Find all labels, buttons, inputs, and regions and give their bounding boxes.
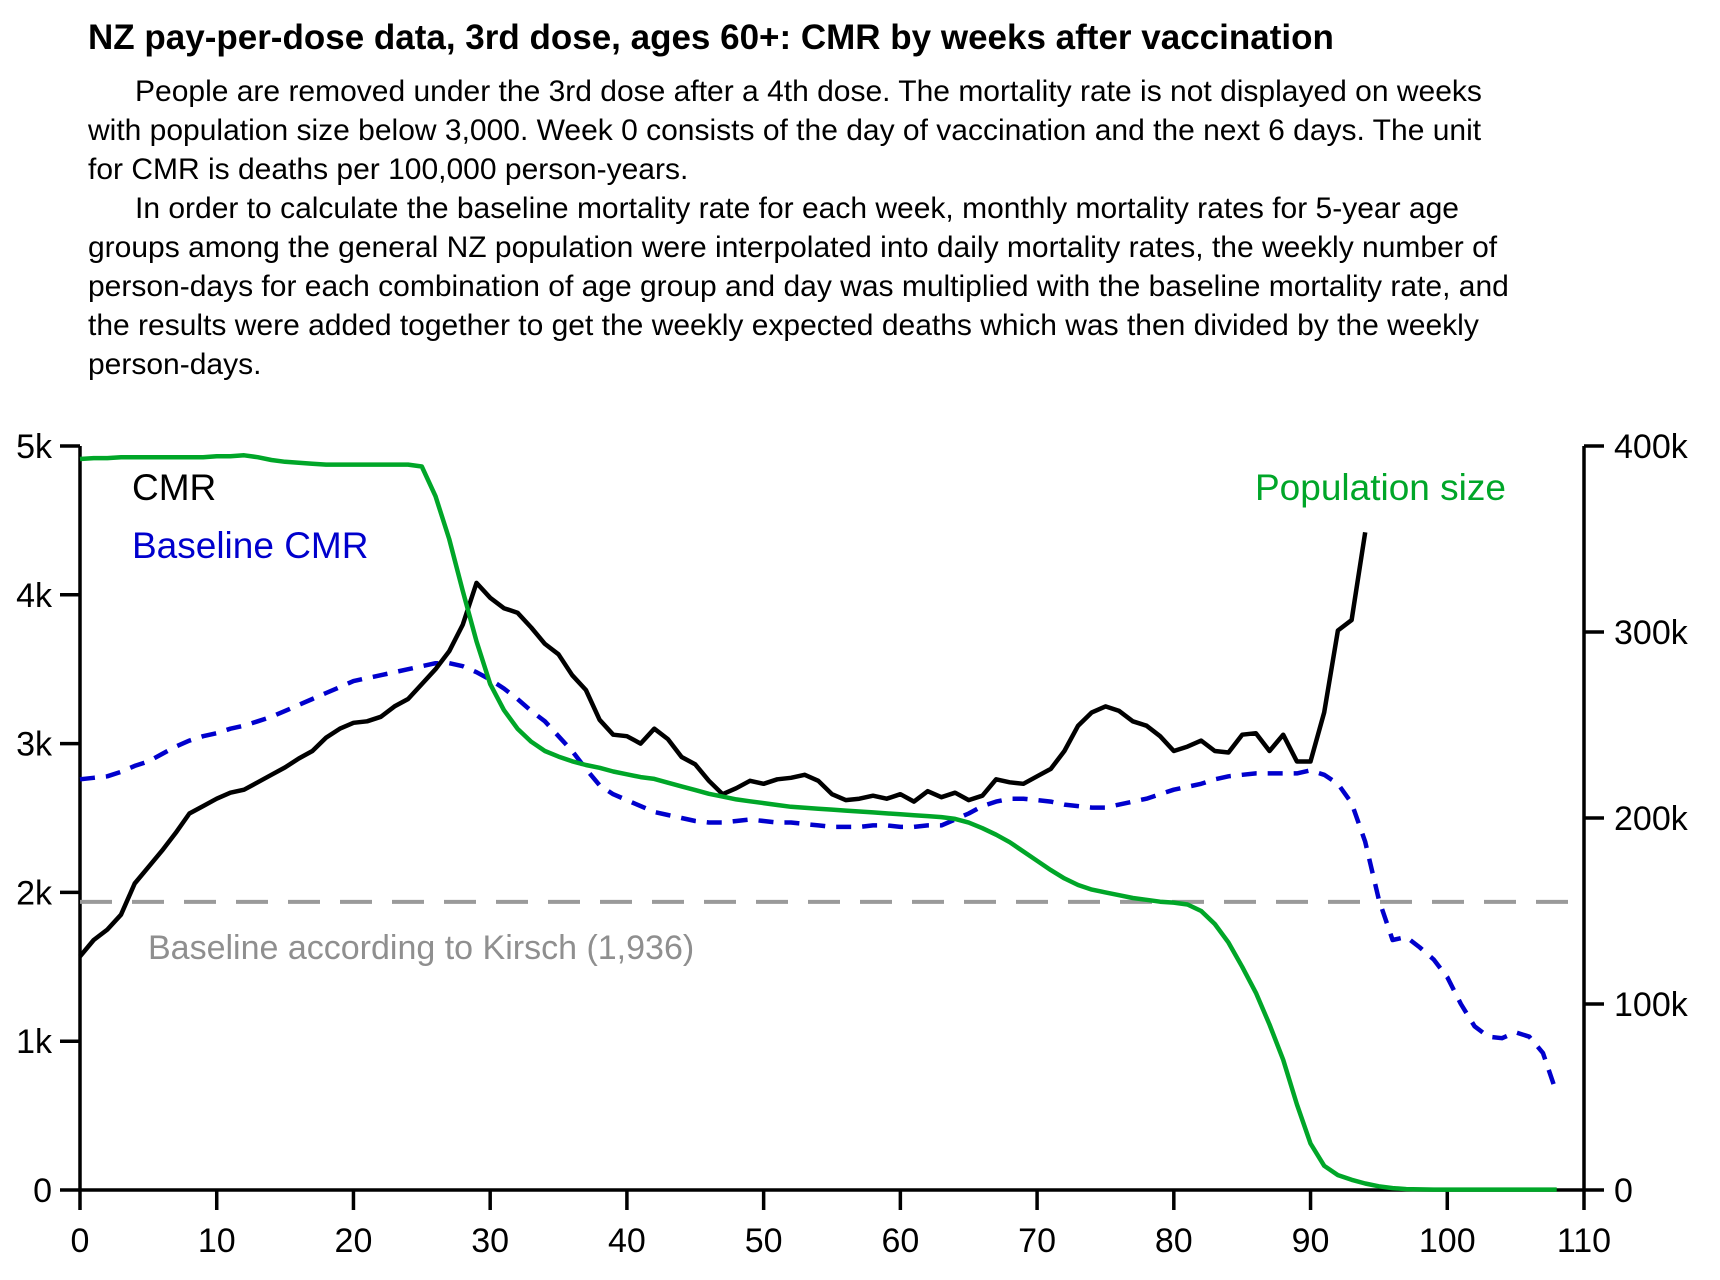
x-axis-label-20: 20: [335, 1222, 373, 1260]
x-axis-label-100: 100: [1419, 1222, 1476, 1260]
cmr-line: [78, 531, 1368, 958]
x-axis-label-110: 110: [1557, 1222, 1611, 1260]
cmr-chart-svg: 0 1k 2k 3k 4k 5k 0 100k 200k 300k 400k 0 10 20 30 40 50 6…: [16, 428, 1689, 1260]
x-axis-label-90: 90: [1292, 1222, 1330, 1260]
left-axis-label-2k: 2k: [16, 874, 53, 912]
right-axis-label-0: 0: [1614, 1172, 1633, 1210]
x-axis-label-10: 10: [198, 1222, 236, 1260]
left-axis-label-1k: 1k: [16, 1023, 53, 1061]
x-axis-label-70: 70: [1018, 1222, 1056, 1260]
x-axis-label-80: 80: [1155, 1222, 1193, 1260]
x-axis-label-30: 30: [471, 1222, 509, 1260]
chart-description: People are removed under the 3rd dose af…: [88, 72, 1520, 384]
population-size-line: [79, 453, 1557, 1192]
legend-population-size: Population size: [1255, 467, 1506, 508]
x-axis-label-0: 0: [71, 1222, 90, 1260]
right-axis-label-300k: 300k: [1614, 614, 1689, 652]
right-axis-label-400k: 400k: [1614, 428, 1689, 466]
left-axis-label-4k: 4k: [16, 577, 53, 615]
chart-title: NZ pay-per-dose data, 3rd dose, ages 60+…: [88, 18, 1334, 57]
baseline-cmr-line: [79, 660, 1559, 1095]
legend-baseline-cmr: Baseline CMR: [132, 525, 368, 566]
right-axis-label-100k: 100k: [1614, 986, 1689, 1024]
x-axis-label-50: 50: [745, 1222, 783, 1260]
kirsch-baseline-label: Baseline according to Kirsch (1,936): [148, 929, 694, 967]
left-axis-label-3k: 3k: [16, 726, 53, 764]
left-axis-label-5k: 5k: [16, 428, 53, 466]
right-axis-label-200k: 200k: [1614, 800, 1689, 838]
description-paragraph-1: People are removed under the 3rd dose af…: [88, 75, 1482, 186]
x-axis-label-40: 40: [608, 1222, 646, 1260]
legend-cmr: CMR: [132, 467, 216, 508]
x-axis-label-60: 60: [881, 1222, 919, 1260]
description-paragraph-2: In order to calculate the baseline morta…: [88, 192, 1509, 381]
left-axis-label-0: 0: [33, 1172, 52, 1210]
